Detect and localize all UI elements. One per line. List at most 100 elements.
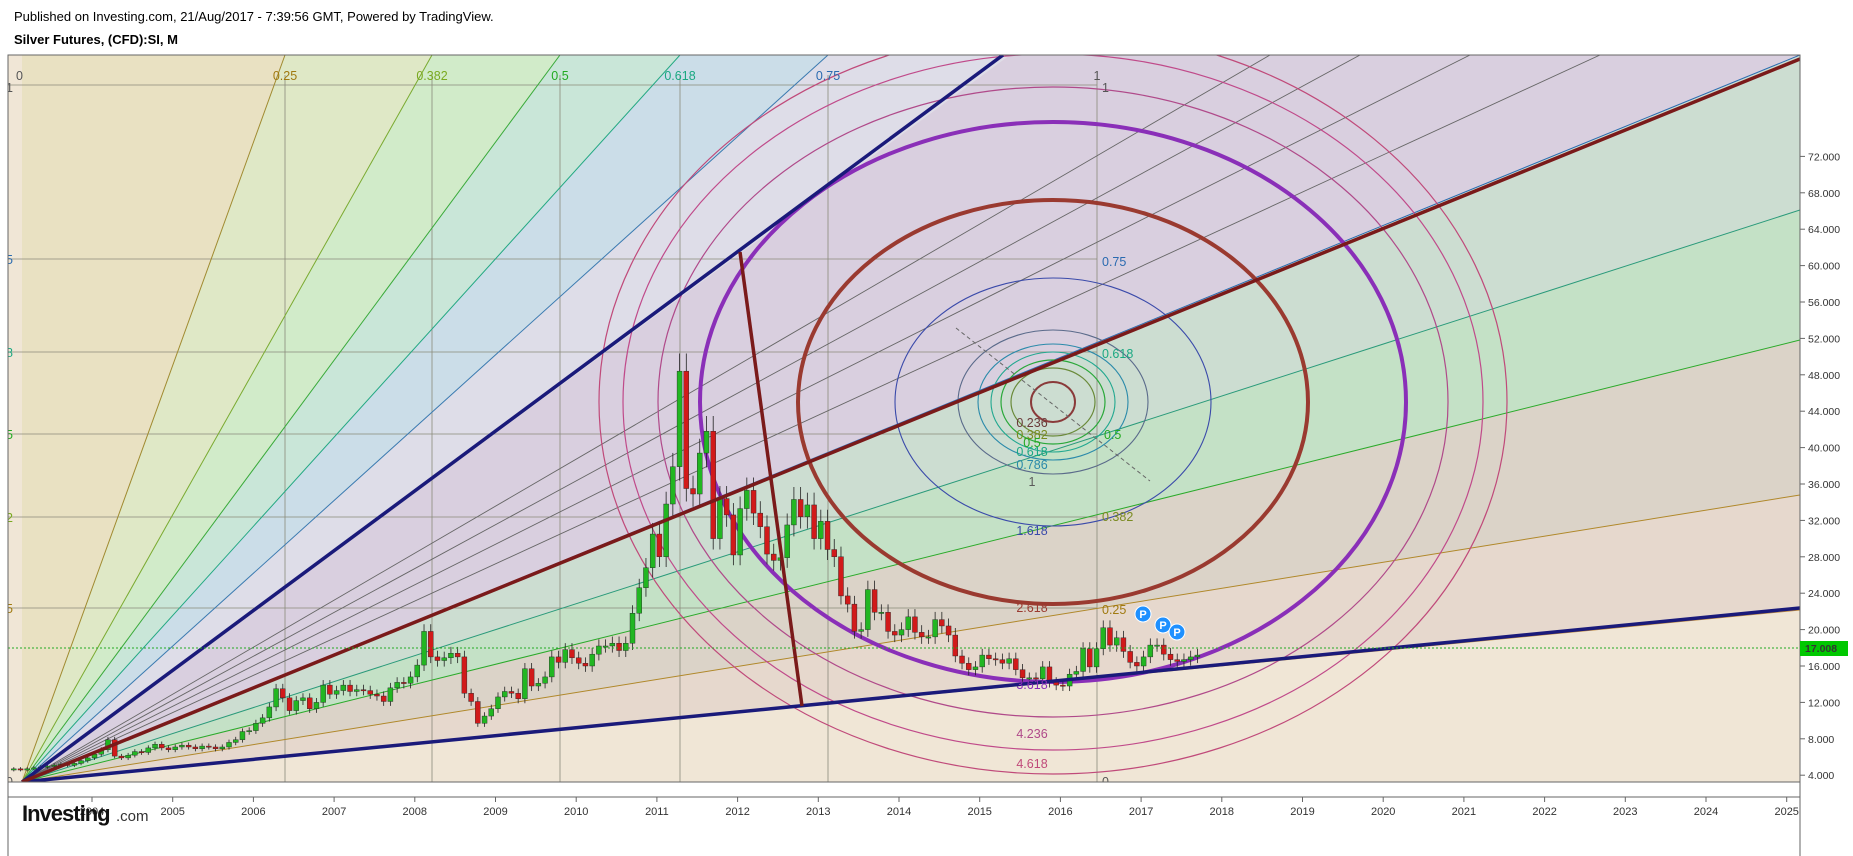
circle-label-0: 0.236: [1016, 416, 1047, 430]
candle-body: [360, 689, 367, 692]
y-tick-label: 60.000: [1808, 261, 1840, 273]
candle-body: [939, 619, 945, 627]
p-marker-2[interactable]: P: [1168, 623, 1186, 641]
candle-body: [1134, 662, 1140, 667]
candle-body: [448, 653, 454, 659]
x-tick-label: 2010: [564, 806, 588, 818]
candle-body: [629, 613, 636, 644]
candle-body: [300, 697, 306, 701]
candle-body: [656, 533, 663, 557]
fan-gray-3: [21, 55, 1601, 782]
candle-body: [871, 589, 878, 613]
price-axis[interactable]: 4.000 8.000 12.000 16.000 20.000 24.000 28.000…: [1800, 151, 1840, 782]
candle-body: [259, 717, 266, 724]
candle-body: [757, 512, 763, 527]
candle-body: [199, 745, 205, 750]
time-axis[interactable]: 2004 2005 2006 2007 2008 2009 2010 2011 2012 2013…: [80, 797, 1799, 818]
candle-body: [374, 694, 380, 697]
logo-suffix: .com: [116, 808, 149, 825]
logo-main: Investing: [22, 801, 110, 826]
x-tick-label: 2008: [403, 806, 427, 818]
published-line: Published on Investing.com, 21/Aug/2017 …: [14, 9, 494, 24]
candle-body: [1006, 658, 1012, 664]
candle-body: [367, 690, 373, 695]
fan-upper-label-0: 0.75: [1102, 255, 1126, 269]
circle-label-3: 0.618: [1016, 445, 1047, 459]
candle-body: [723, 498, 730, 516]
candle-body: [434, 656, 441, 661]
candle-body: [454, 653, 461, 658]
left-edge-label-4: 2: [6, 511, 13, 525]
candle-body: [1053, 682, 1059, 686]
candle-body: [468, 693, 474, 702]
fan-bottom-label-6: 1: [1094, 786, 1101, 800]
p-marker-0[interactable]: P: [1134, 605, 1152, 623]
candle-body: [791, 499, 797, 526]
candle-body: [71, 763, 78, 766]
candle-body: [24, 768, 30, 771]
candle-body: [818, 521, 824, 539]
candle-body: [273, 688, 279, 708]
x-tick-label: 2023: [1613, 806, 1637, 818]
fan-upper-label-1: 0.618: [1102, 347, 1133, 361]
p-marker-1[interactable]: P: [1154, 616, 1172, 634]
candle-body: [744, 490, 750, 509]
candle-body: [542, 676, 548, 684]
candle-body: [945, 625, 952, 636]
investing-logo: Investing .com: [22, 801, 149, 826]
fan-line-1: [21, 55, 433, 782]
left-edge-label-5: 5: [6, 602, 13, 616]
y-tick-label: 56.000: [1808, 297, 1840, 309]
candle-body: [145, 747, 152, 753]
candle-body: [811, 504, 817, 539]
left-edge-label-1: 5: [6, 253, 13, 267]
candle-body: [347, 684, 353, 692]
y-tick-label: 20.000: [1808, 625, 1840, 637]
x-tick-label: 2007: [322, 806, 346, 818]
x-tick-label: 2012: [725, 806, 749, 818]
x-tick-label: 2022: [1532, 806, 1556, 818]
candle-body: [549, 656, 555, 678]
candle-body: [1040, 666, 1046, 679]
candle-body: [797, 499, 804, 517]
y-tick-label: 4.000: [1808, 770, 1834, 782]
candle-body: [609, 643, 616, 647]
p-markers[interactable]: PPP: [1134, 605, 1186, 641]
left-edge-label-3: 5: [6, 428, 13, 442]
candle-body: [508, 691, 515, 694]
y-tick-label: 8.000: [1808, 734, 1834, 746]
circle-label-8: 3.618: [1016, 678, 1047, 692]
y-tick-label: 36.000: [1808, 479, 1840, 491]
candle-body: [730, 514, 737, 556]
candle-body: [125, 754, 131, 759]
candle-body: [1073, 671, 1080, 675]
candle-body: [676, 370, 683, 467]
y-tick-label: 32.000: [1808, 515, 1840, 527]
circle-label-5: 1: [1029, 475, 1036, 489]
candle-body: [535, 683, 542, 687]
candle-body: [401, 682, 407, 684]
candle-body: [488, 708, 494, 717]
fib-circle-9: [657, 86, 1449, 718]
candle-body: [340, 684, 347, 691]
candle-body: [703, 431, 710, 454]
candle-body: [717, 498, 723, 539]
candle-body: [185, 744, 192, 748]
fan-top-label-6: 1: [1094, 69, 1101, 83]
candle-body: [475, 701, 481, 724]
candle-body: [918, 632, 925, 638]
candle-body: [286, 697, 293, 711]
fib-grid-lines: [8, 75, 1098, 782]
candle-body: [838, 556, 844, 597]
candle-body: [750, 490, 757, 514]
x-tick-label: 2015: [967, 806, 991, 818]
candle-body: [1194, 654, 1201, 658]
candle-body: [979, 654, 985, 668]
candle-body: [1060, 684, 1066, 687]
symbol-title: Silver Futures, (CFD):SI, M: [14, 32, 178, 47]
candle-body: [1161, 644, 1167, 655]
y-tick-label: 48.000: [1808, 370, 1840, 382]
candle-body: [1174, 659, 1180, 662]
candle-body: [233, 739, 239, 743]
